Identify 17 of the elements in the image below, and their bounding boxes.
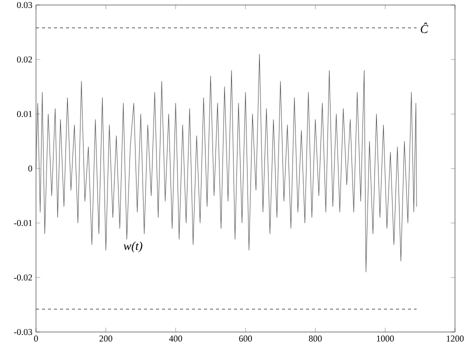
ref-line-label: Ĉ (420, 22, 428, 34)
annotation: w(t) (124, 242, 142, 252)
y-tick-label: 0.02 (17, 56, 32, 63)
x-tick-label: 400 (169, 336, 182, 342)
x-tick-label: 1200 (446, 336, 464, 342)
line-series (36, 54, 417, 272)
y-tick-label: -0.02 (14, 274, 32, 281)
x-tick-label: 1000 (376, 336, 394, 342)
x-tick-label: 0 (34, 336, 38, 342)
y-tick-label: 0.01 (17, 110, 32, 118)
x-tick-label: 200 (99, 336, 112, 342)
x-tick-label: 600 (239, 336, 252, 342)
y-tick-label: 0.03 (17, 2, 32, 8)
x-tick-label: 800 (308, 336, 322, 342)
y-tick-label: -0.03 (14, 328, 32, 336)
y-tick-label: 0 (28, 165, 32, 172)
y-tick-label: -0.01 (14, 220, 32, 226)
